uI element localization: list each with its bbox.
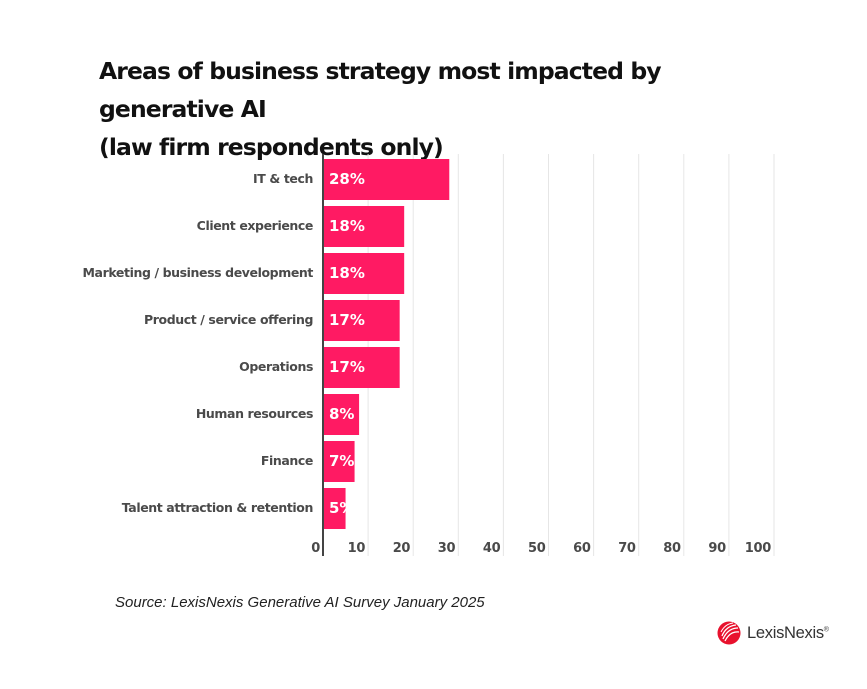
bar bbox=[324, 488, 346, 529]
x-tick-labels: 0 10 20 30 40 50 60 70 80 90 100 bbox=[311, 541, 771, 556]
category-label: Finance bbox=[261, 453, 313, 468]
lexisnexis-logo: LexisNexis® bbox=[716, 620, 829, 646]
value-label: 8% bbox=[329, 405, 354, 423]
x-tick-label: 10 bbox=[348, 541, 366, 556]
value-label: 17% bbox=[329, 311, 365, 329]
category-label: Client experience bbox=[197, 218, 313, 233]
value-label: 7% bbox=[329, 452, 354, 470]
bar bbox=[324, 253, 405, 294]
bar bbox=[324, 159, 450, 200]
chart-title-line-1: Areas of business strategy most impacted… bbox=[99, 57, 662, 123]
logo-wordmark: LexisNexis® bbox=[747, 624, 829, 643]
x-tick-label: 30 bbox=[438, 541, 456, 556]
chart-title: Areas of business strategy most impacted… bbox=[99, 52, 799, 166]
bars bbox=[324, 159, 450, 529]
gridlines bbox=[367, 154, 775, 556]
lexisnexis-knot-icon bbox=[717, 621, 741, 645]
logo-text: LexisNexis bbox=[747, 623, 824, 642]
value-labels: 28% 18% 18% 17% 17% 8% 7% 5% bbox=[329, 170, 365, 517]
value-label: 18% bbox=[329, 217, 365, 235]
x-tick-label: 70 bbox=[618, 541, 636, 556]
category-label: Product / service offering bbox=[144, 312, 313, 327]
x-tick-label: 20 bbox=[393, 541, 411, 556]
category-label: Talent attraction & retention bbox=[122, 500, 313, 515]
x-tick-label: 60 bbox=[573, 541, 591, 556]
bar bbox=[324, 394, 360, 435]
x-tick-label: 40 bbox=[483, 541, 501, 556]
bar bbox=[324, 441, 355, 482]
value-label: 18% bbox=[329, 264, 365, 282]
registered-mark: ® bbox=[823, 626, 829, 633]
x-tick-label: 80 bbox=[663, 541, 681, 556]
category-labels: IT & tech Client experience Marketing / bu… bbox=[83, 171, 314, 515]
x-tick-label: 90 bbox=[708, 541, 726, 556]
source-note: Source: LexisNexis Generative AI Survey … bbox=[115, 594, 485, 611]
chart-title-line-2: (law firm respondents only) bbox=[99, 133, 444, 161]
category-label: Marketing / business development bbox=[83, 265, 314, 280]
bar bbox=[324, 206, 405, 247]
x-tick-label: 0 bbox=[311, 541, 320, 556]
value-label: 17% bbox=[329, 358, 365, 376]
category-label: Human resources bbox=[196, 406, 313, 421]
x-tick-label: 100 bbox=[745, 541, 771, 556]
category-label: IT & tech bbox=[253, 171, 313, 186]
bar bbox=[324, 347, 400, 388]
bar bbox=[324, 300, 400, 341]
category-label: Operations bbox=[239, 359, 313, 374]
x-tick-label: 50 bbox=[528, 541, 546, 556]
value-label: 5% bbox=[329, 499, 354, 517]
value-label: 28% bbox=[329, 170, 365, 188]
